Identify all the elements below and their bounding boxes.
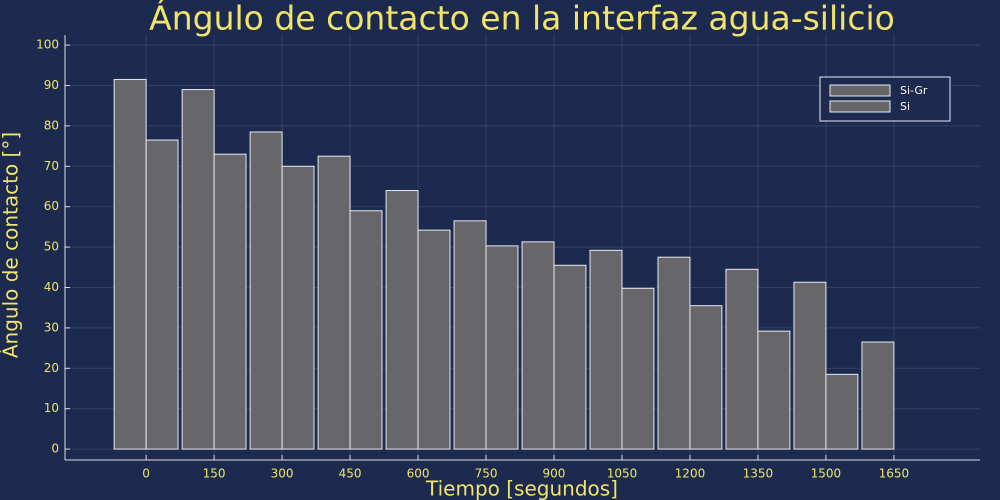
bar: [145, 139, 179, 450]
bar: [825, 373, 859, 450]
bar: [521, 241, 555, 450]
y-tick-label: 90: [44, 78, 59, 92]
x-axis-label: Tiempo [segundos]: [425, 477, 618, 500]
bar: [689, 305, 723, 450]
bar: [485, 245, 519, 450]
bar: [249, 131, 283, 450]
bar: [317, 155, 351, 450]
y-tick-label: 0: [51, 442, 59, 456]
bar: [793, 281, 827, 450]
y-tick-label: 60: [44, 199, 59, 213]
bar: [417, 229, 451, 450]
legend-frame: [819, 76, 951, 122]
bar: [281, 165, 315, 450]
y-tick-label: 50: [44, 240, 59, 254]
legend-swatch: [829, 100, 891, 113]
y-axis-label: Ángulo de contacto [°]: [0, 132, 23, 358]
y-tick-label: 70: [44, 159, 59, 173]
bar: [213, 153, 247, 450]
x-tick-label: 1050: [607, 467, 638, 481]
bar: [181, 89, 215, 450]
bar: [553, 264, 587, 450]
y-tick-label: 30: [44, 320, 59, 334]
y-tick-label: 20: [44, 361, 59, 375]
bar: [757, 330, 791, 450]
bar: [385, 190, 419, 450]
x-tick-label: 900: [543, 467, 566, 481]
legend-swatch: [829, 84, 891, 97]
legend-label: Si-Gr: [900, 84, 928, 97]
bar: [113, 78, 147, 450]
x-tick-label: 750: [475, 467, 498, 481]
bar: [657, 256, 691, 450]
bar: [589, 249, 623, 450]
bar: [621, 287, 655, 450]
bar: [453, 220, 487, 450]
y-tick-label: 100: [36, 38, 59, 52]
x-tick-label: 1650: [879, 467, 910, 481]
x-tick-label: 1350: [743, 467, 774, 481]
y-tick-label: 10: [44, 401, 59, 415]
y-tick-label: 40: [44, 280, 59, 294]
x-tick-label: 0: [142, 467, 150, 481]
x-tick-label: 450: [339, 467, 362, 481]
x-tick-label: 300: [271, 467, 294, 481]
x-tick-label: 1500: [811, 467, 842, 481]
legend-label: Si: [900, 100, 910, 113]
bar: [349, 210, 383, 450]
x-tick-label: 600: [407, 467, 430, 481]
bar: [861, 341, 895, 450]
x-tick-label: 150: [203, 467, 226, 481]
chart-title: Ángulo de contacto en la interfaz agua-s…: [149, 0, 895, 38]
bar: [725, 268, 759, 450]
y-tick-label: 80: [44, 118, 59, 132]
x-tick-label: 1200: [675, 467, 706, 481]
